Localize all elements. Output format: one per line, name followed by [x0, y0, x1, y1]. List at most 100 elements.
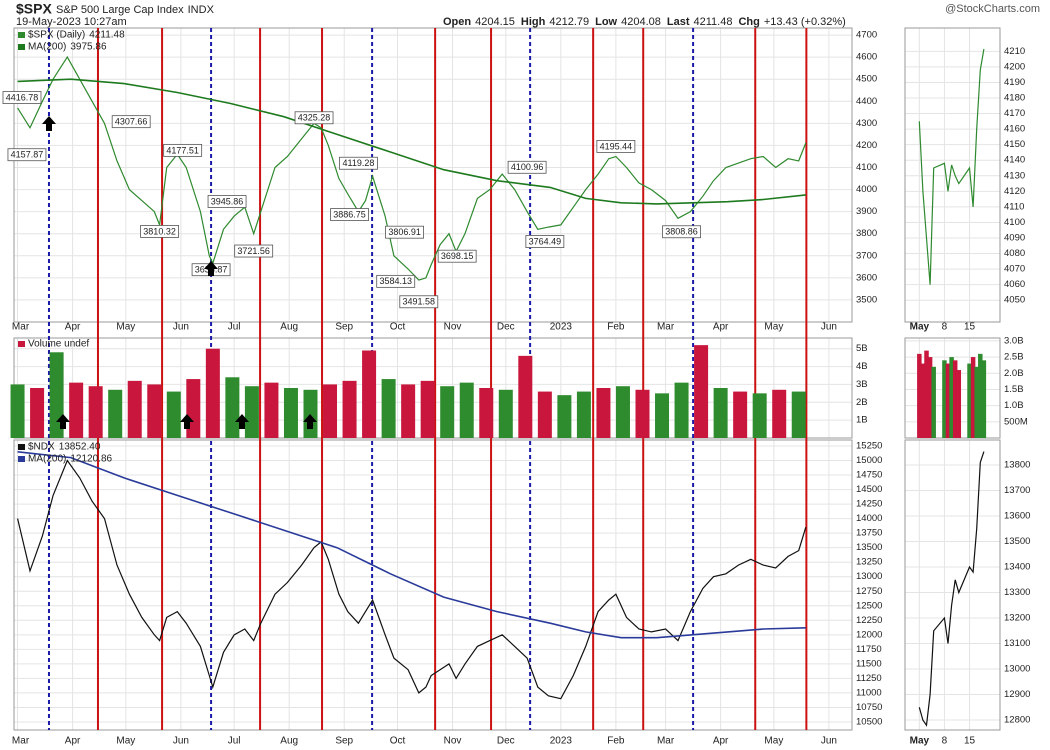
y-tick-label: 1.0B — [1004, 400, 1024, 411]
x-tick-label: Jul — [228, 322, 241, 333]
volume-bar — [791, 391, 806, 438]
price-annotation: 3808.86 — [665, 227, 698, 237]
y-tick-label: 14500 — [856, 484, 882, 495]
y-tick-label: 4050 — [1004, 295, 1025, 306]
price-annotation: 3886.75 — [333, 209, 366, 219]
price-annotation-box — [140, 225, 179, 238]
y-tick-label: 4190 — [1004, 77, 1025, 88]
symbol: $SPX — [16, 1, 52, 17]
y-tick-label: 4060 — [1004, 279, 1025, 290]
x-tick-label: Sep — [335, 322, 353, 333]
y-tick-label: 11750 — [856, 644, 882, 655]
quote-value: 4211.48 — [694, 16, 733, 28]
volume-bar — [596, 388, 611, 438]
legend-name: MA(200) — [28, 454, 66, 465]
price-annotation-box — [294, 111, 334, 125]
y-tick-label: 4090 — [1004, 233, 1025, 244]
up-arrow — [42, 116, 56, 131]
price-annotation: 3764.49 — [529, 236, 562, 246]
legend-swatch — [18, 32, 25, 38]
panel-frame — [13, 439, 853, 731]
y-tick-label: 4700 — [856, 30, 877, 41]
volume-bar — [244, 386, 259, 438]
y-tick-label: 4130 — [1004, 170, 1025, 181]
volume-bar — [381, 379, 396, 438]
y-tick-label: 12900 — [1004, 689, 1030, 700]
x-tick-label: 2023 — [550, 322, 573, 333]
y-tick-label: 4120 — [1004, 186, 1025, 197]
price-annotation: 4157.87 — [11, 150, 44, 160]
x-tick-label: Apr — [713, 322, 729, 333]
y-tick-label: 10750 — [856, 702, 882, 713]
price-line — [17, 451, 806, 639]
volume-bar — [945, 363, 951, 438]
price-annotation-box — [7, 148, 47, 162]
legend-name: $NDX — [28, 442, 55, 453]
y-tick-label: 3900 — [856, 206, 877, 217]
volume-bar — [362, 350, 377, 438]
y-tick-label: 12500 — [856, 600, 882, 611]
price-annotation-box — [662, 225, 701, 239]
price-annotation-box — [507, 160, 547, 174]
y-tick-label: 4140 — [1004, 155, 1025, 166]
x-tick-label: Apr — [65, 322, 81, 333]
quote-value: 4204.08 — [621, 16, 661, 28]
volume-bar — [952, 360, 958, 438]
y-tick-label: 13800 — [1004, 460, 1030, 471]
volume-bar — [49, 352, 64, 438]
volume-bar — [479, 388, 494, 438]
volume-bar — [342, 380, 357, 438]
volume-bar — [694, 345, 709, 438]
volume-bar — [924, 350, 929, 438]
y-tick-label: 14750 — [856, 470, 882, 481]
x-tick-label: Aug — [280, 736, 298, 747]
legend-value: 13852.40 — [59, 442, 101, 453]
y-tick-label: 13400 — [1004, 562, 1030, 573]
x-tick-label: May — [910, 736, 930, 747]
volume-bar — [264, 382, 279, 438]
quote-value: 4212.79 — [549, 16, 589, 28]
volume-bar — [917, 353, 922, 438]
y-tick-label: 15250 — [856, 441, 882, 452]
price-annotation: 3698.15 — [441, 251, 474, 261]
y-tick-label: 13500 — [1004, 536, 1030, 547]
volume-bar — [576, 391, 591, 438]
up-arrow — [235, 414, 249, 429]
y-tick-label: 13750 — [856, 528, 882, 539]
volume-bar — [956, 370, 962, 438]
legend-swatch — [18, 456, 25, 462]
quote-label: Chg — [738, 16, 759, 28]
up-arrow — [204, 261, 218, 276]
y-tick-label: 4000 — [856, 184, 877, 195]
volume-bar — [655, 393, 670, 438]
y-tick-label: 13100 — [1004, 638, 1030, 649]
x-tick-label: 8 — [942, 736, 948, 747]
y-tick-label: 4100 — [1004, 217, 1025, 228]
volume-bar — [303, 389, 318, 438]
price-annotation-box — [163, 143, 203, 157]
volume-bar — [920, 363, 926, 438]
y-tick-label: 4400 — [856, 96, 877, 107]
volume-bar — [10, 384, 25, 438]
y-tick-label: 14000 — [856, 513, 882, 524]
x-tick-label: 2023 — [550, 736, 573, 747]
x-tick-label: Oct — [390, 322, 406, 333]
volume-bar — [537, 391, 552, 438]
legend-swatch — [18, 44, 25, 50]
x-tick-label: Jun — [173, 736, 189, 747]
y-tick-label: 4500 — [856, 74, 877, 85]
y-tick-label: 4070 — [1004, 264, 1025, 275]
legend-name: MA(200) — [28, 42, 66, 53]
volume-bar — [967, 363, 972, 438]
x-tick-label: May — [116, 322, 135, 333]
x-tick-label: May — [764, 736, 783, 747]
price-annotation: 4195.44 — [600, 141, 633, 151]
volume-bar — [733, 391, 748, 438]
y-tick-label: 5B — [856, 343, 868, 354]
y-tick-label: 4100 — [856, 162, 877, 173]
x-tick-label: May — [764, 322, 783, 333]
up-arrow — [56, 414, 70, 429]
x-tick-label: Jun — [821, 322, 837, 333]
y-tick-label: 11000 — [856, 687, 882, 698]
